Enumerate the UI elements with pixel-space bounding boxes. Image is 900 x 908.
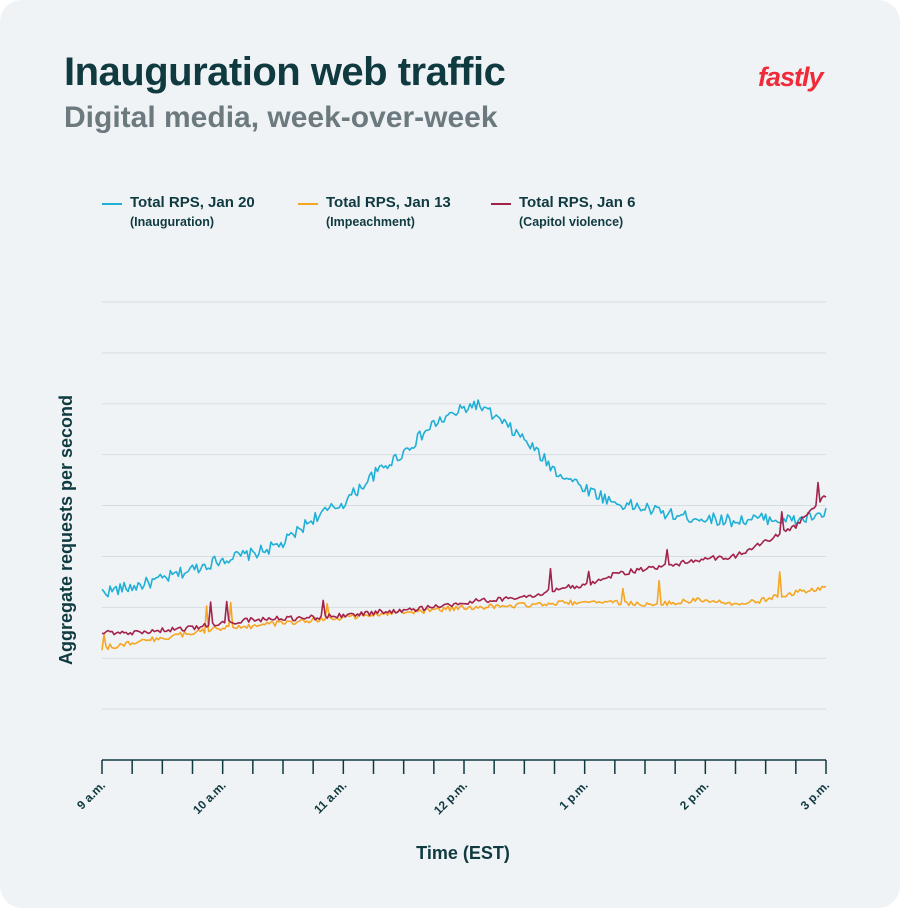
series-lines <box>101 399 827 651</box>
chart-title: Inauguration web traffic <box>64 50 506 94</box>
legend-swatch-jan6 <box>491 203 511 205</box>
brand-logo: fastly <box>758 62 824 92</box>
gridlines <box>102 301 826 710</box>
legend-note: (Inauguration) <box>130 215 215 229</box>
x-tick-label: 9 a.m. <box>74 778 108 812</box>
legend-swatch-jan13 <box>298 203 318 205</box>
legend-label: Total RPS, Jan 6 <box>519 194 636 211</box>
series-line-2 <box>101 571 827 651</box>
legend-label: Total RPS, Jan 13 <box>326 194 451 211</box>
legend-note: (Impeachment) <box>326 215 415 229</box>
x-tick-label: 10 a.m. <box>190 778 229 817</box>
x-axis: 9 a.m. 10 a.m. 11 a.m. 12 p.m. 1 p.m. 2 p.m. 3… <box>74 759 832 817</box>
series-line-1 <box>101 399 827 598</box>
x-tick-label: 2 p.m. <box>677 778 711 812</box>
chart-subtitle: Digital media, week-over-week <box>64 101 498 134</box>
y-axis-title: Aggregate requests per second <box>56 395 76 665</box>
x-axis-title: Time (EST) <box>416 843 510 863</box>
x-tick-label: 11 a.m. <box>311 778 349 816</box>
series-line-3 <box>101 481 827 636</box>
legend-label: Total RPS, Jan 20 <box>130 194 255 211</box>
x-tick-label: 1 p.m. <box>556 778 590 812</box>
legend-note: (Capitol violence) <box>519 215 624 229</box>
x-tick-label: 3 p.m. <box>798 778 832 812</box>
legend-swatch-jan20 <box>102 203 122 205</box>
x-tick-label: 12 p.m. <box>431 778 470 817</box>
